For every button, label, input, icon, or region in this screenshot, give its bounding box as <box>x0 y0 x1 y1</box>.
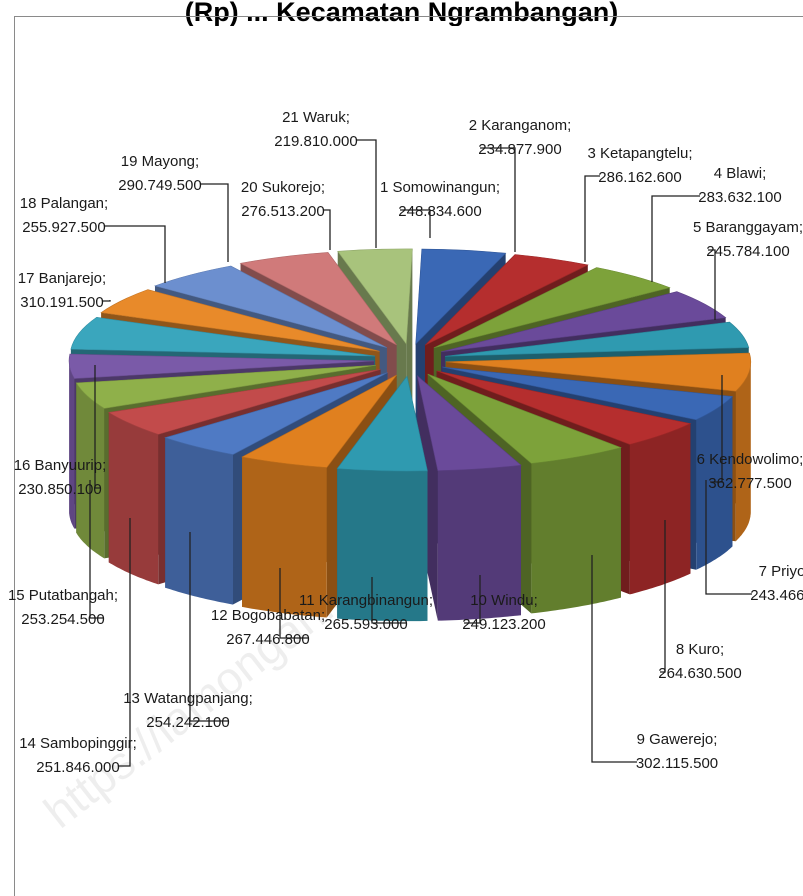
slice-label-5: 5 Baranggayam; 245.784.100 <box>693 219 803 260</box>
slice-label-name: 3 Ketapangtelu; <box>587 145 692 162</box>
slice-label-value: 234.877.900 <box>478 141 561 158</box>
slice-label-name: 11 Karangbinangun; <box>299 592 433 609</box>
slice-label-name: 12 Bogobabatan; <box>211 607 325 624</box>
slice-label-13: 13 Watangpanjang; 254.242.100 <box>123 690 253 731</box>
slice-label-name: 15 Putatbangah; <box>8 587 118 604</box>
slice-label-name: 1 Somowinangun; <box>380 179 500 196</box>
slice-label-value: 248.834.600 <box>398 203 481 220</box>
slice-label-20: 20 Sukorejo; 276.513.200 <box>241 179 325 220</box>
slice-label-6: 6 Kendowolimo; 362.777.500 <box>697 451 803 492</box>
slice-label-16: 16 Banyuurip; 230.850.100 <box>14 457 107 498</box>
leader-line-8 <box>660 520 666 673</box>
slice-label-value: 219.810.000 <box>274 133 357 150</box>
leader-line-17 <box>102 300 111 302</box>
pie-slice-11 <box>336 375 428 622</box>
slice-label-17: 17 Banjarejo; 310.191.500 <box>18 270 106 311</box>
leader-line-11 <box>371 577 406 624</box>
leader-line-6 <box>710 375 723 483</box>
slice-label-15: 15 Putatbangah; 253.254.500 <box>8 587 118 628</box>
slice-label-value: 310.191.500 <box>20 294 103 311</box>
slice-label-name: 9 Gawerejo; <box>637 731 718 748</box>
slice-label-9: 9 Gawerejo; 302.115.500 <box>636 731 718 772</box>
slice-label-value: 264.630.500 <box>658 665 741 682</box>
leader-line-3 <box>584 175 600 262</box>
slice-label-14: 14 Sambopinggir; 251.846.000 <box>19 735 137 776</box>
leader-line-1 <box>400 209 431 238</box>
slice-label-value: 265.593.000 <box>324 616 407 633</box>
slice-label-4: 4 Blawi; 283.632.100 <box>698 165 781 206</box>
slice-label-10: 10 Windu; 249.123.200 <box>462 592 545 633</box>
slice-label-3: 3 Ketapangtelu; 286.162.600 <box>587 145 692 186</box>
slice-label-11: 11 Karangbinangun; 265.593.000 <box>299 592 433 633</box>
leader-line-9 <box>591 555 637 763</box>
slice-label-2: 2 Karanganom; 234.877.900 <box>469 117 572 158</box>
slice-label-name: 10 Windu; <box>470 592 538 609</box>
slice-label-18: 18 Palangan; 255.927.500 <box>20 195 108 236</box>
leader-line-4 <box>651 195 700 282</box>
slice-label-value: 290.749.500 <box>118 177 201 194</box>
slice-label-name: 5 Baranggayam; <box>693 219 803 236</box>
slice-label-value: 254.242.100 <box>146 714 229 731</box>
leader-line-21 <box>356 139 377 248</box>
slice-label-value: 276.513.200 <box>241 203 324 220</box>
chart-frame <box>14 16 803 896</box>
slice-label-value: 230.850.100 <box>18 481 101 498</box>
slice-label-name: 16 Banyuurip; <box>14 457 107 474</box>
slice-label-value: 286.162.600 <box>598 169 681 186</box>
slice-label-name: 13 Watangpanjang; <box>123 690 253 707</box>
slice-label-value: 251.846.000 <box>36 759 119 776</box>
slice-label-name: 6 Kendowolimo; <box>697 451 803 468</box>
slice-label-value: 362.777.500 <box>708 475 791 492</box>
leader-line-15 <box>89 480 103 619</box>
slice-label-name: 18 Palangan; <box>20 195 108 212</box>
slice-label-name: 19 Mayong; <box>121 153 199 170</box>
leader-line-18 <box>104 225 166 283</box>
slice-label-name: 20 Sukorejo; <box>241 179 325 196</box>
leader-line-7 <box>705 480 752 595</box>
slice-label-19: 19 Mayong; 290.749.500 <box>118 153 201 194</box>
slice-label-value: 253.254.500 <box>21 611 104 628</box>
pie-slice-10 <box>416 375 522 621</box>
slice-label-value: 255.927.500 <box>22 219 105 236</box>
leader-line-5 <box>708 249 716 320</box>
slice-label-name: 17 Banjarejo; <box>18 270 106 287</box>
slice-label-1: 1 Somowinangun; 248.834.600 <box>380 179 500 220</box>
leader-lines <box>89 139 752 767</box>
leader-line-14 <box>118 518 131 767</box>
slice-label-8: 8 Kuro; 264.630.500 <box>658 641 741 682</box>
slice-label-value: 302.115.500 <box>636 755 718 772</box>
slice-label-value: 283.632.100 <box>698 189 781 206</box>
slice-label-name: 14 Sambopinggir; <box>19 735 137 752</box>
slice-label-name: 21 Waruk; <box>282 109 350 126</box>
slice-label-value: 267.446.800 <box>226 631 309 648</box>
leader-line-12 <box>279 568 308 639</box>
leader-line-13 <box>189 532 228 722</box>
slice-label-name: 2 Karanganom; <box>469 117 572 134</box>
slice-label-name: 7 Priyoso; <box>759 563 803 580</box>
leader-line-19 <box>200 183 229 262</box>
slice-label-21: 21 Waruk; 219.810.000 <box>274 109 357 150</box>
leader-line-20 <box>323 209 331 250</box>
slice-label-7: 7 Priyoso; 243.466.900 <box>750 563 803 604</box>
slice-label-name: 8 Kuro; <box>676 641 724 658</box>
slice-label-12: 12 Bogobabatan; 267.446.800 <box>211 607 325 648</box>
leader-line-2 <box>480 147 516 252</box>
leader-line-10 <box>464 575 481 624</box>
slice-label-value: 249.123.200 <box>462 616 545 633</box>
slice-label-value: 243.466.900 <box>750 587 803 604</box>
slice-label-value: 245.784.100 <box>706 243 789 260</box>
chart-title: (Rp) ... Kecamatan Ngrambangan) <box>184 0 619 26</box>
leader-line-16 <box>94 365 100 489</box>
pie-slices <box>68 248 752 622</box>
slice-label-name: 4 Blawi; <box>714 165 767 182</box>
